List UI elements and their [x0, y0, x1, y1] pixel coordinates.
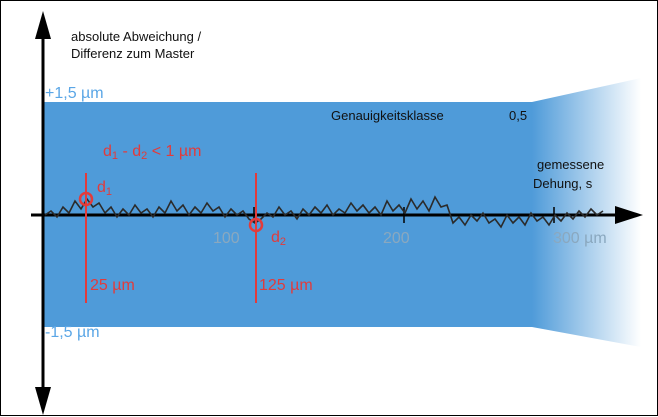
formula-d1: d: [103, 143, 112, 160]
y-axis-label-2: Differenz zum Master: [71, 46, 195, 61]
formula-sub1: 1: [111, 150, 119, 162]
position-label-25: 25 µm: [90, 277, 135, 294]
tick-label-100: 100: [213, 230, 240, 247]
x-axis-label-2: Dehung, s: [533, 176, 593, 191]
x-axis-label-1: gemessene: [537, 157, 605, 172]
lower-limit-label: -1,5 µm: [45, 324, 100, 341]
tick-label-200: 200: [383, 230, 410, 247]
difference-formula: d1 - d2 < 1 µm: [103, 143, 201, 165]
d1-sub: 1: [105, 186, 113, 198]
tick-label-300: 300 µm: [553, 230, 607, 247]
upper-limit-label: +1,5 µm: [45, 85, 104, 102]
d2-sub: 2: [279, 236, 287, 248]
tolerance-band-fade: [532, 78, 641, 347]
y-axis-label-1: absolute Abweichung /: [71, 29, 202, 44]
marker-circle-d2: [248, 217, 264, 233]
marker-label-d2: d2: [271, 229, 286, 251]
d1-base: d: [97, 179, 106, 196]
y-axis-arrow-top: [35, 11, 51, 39]
marker-circle-d1: [78, 191, 94, 207]
position-label-125: 125 µm: [259, 277, 313, 294]
formula-mid: - d: [118, 143, 142, 160]
marker-label-d1: d1: [97, 179, 112, 201]
formula-rest: < 1 µm: [147, 143, 202, 160]
accuracy-class-value: 0,5: [509, 108, 528, 123]
y-axis-arrow-bottom: [35, 387, 51, 415]
x-axis-arrow: [615, 206, 643, 224]
deviation-signal: [44, 195, 604, 229]
d2-base: d: [271, 229, 280, 246]
formula-sub2: 2: [141, 150, 148, 162]
accuracy-class-label: Genauigkeitsklasse: [331, 108, 444, 123]
